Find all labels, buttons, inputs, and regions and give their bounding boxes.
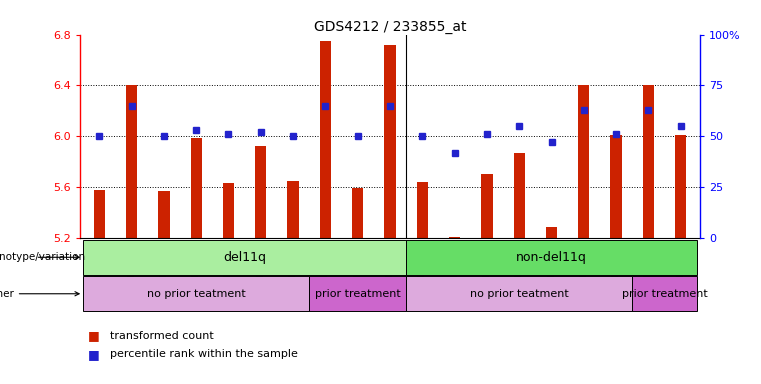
- Bar: [190, 137, 202, 238]
- Bar: [384, 45, 396, 238]
- Bar: [610, 135, 622, 238]
- Bar: [320, 41, 331, 238]
- Bar: [514, 153, 525, 238]
- Text: transformed count: transformed count: [110, 331, 214, 341]
- Text: prior treatment: prior treatment: [622, 289, 708, 299]
- Bar: [406, 240, 697, 275]
- Text: other: other: [0, 289, 79, 299]
- Bar: [352, 189, 363, 238]
- Bar: [309, 276, 406, 311]
- Bar: [83, 276, 309, 311]
- Bar: [406, 276, 632, 311]
- Bar: [675, 135, 686, 238]
- Bar: [83, 240, 406, 275]
- Bar: [158, 191, 170, 238]
- Bar: [632, 276, 697, 311]
- Text: genotype/variation: genotype/variation: [0, 252, 85, 262]
- Text: ■: ■: [88, 348, 99, 361]
- Text: no prior teatment: no prior teatment: [470, 289, 568, 299]
- Title: GDS4212 / 233855_at: GDS4212 / 233855_at: [314, 20, 466, 33]
- Bar: [578, 86, 590, 238]
- Bar: [223, 184, 234, 238]
- Text: del11q: del11q: [223, 251, 266, 264]
- Text: prior treatment: prior treatment: [315, 289, 400, 299]
- Bar: [643, 86, 654, 238]
- Bar: [546, 227, 557, 238]
- Bar: [255, 147, 266, 238]
- Text: non-del11q: non-del11q: [516, 251, 587, 264]
- Bar: [126, 86, 137, 238]
- Text: no prior teatment: no prior teatment: [147, 289, 246, 299]
- Text: ■: ■: [88, 329, 99, 343]
- Text: percentile rank within the sample: percentile rank within the sample: [110, 349, 298, 359]
- Bar: [288, 181, 299, 238]
- Bar: [94, 190, 105, 238]
- Bar: [481, 174, 492, 238]
- Bar: [449, 237, 460, 238]
- Bar: [417, 182, 428, 238]
